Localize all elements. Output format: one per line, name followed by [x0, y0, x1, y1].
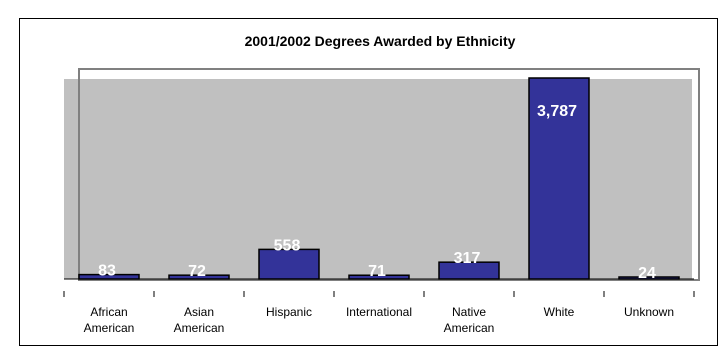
data-label-6: 24	[638, 265, 656, 282]
bar-5	[528, 77, 590, 280]
category-label-line: American	[174, 321, 225, 335]
category-label-5: White	[544, 305, 575, 319]
category-label-line: White	[544, 305, 575, 319]
category-label-line: American	[444, 321, 495, 335]
data-label-1: 72	[188, 263, 206, 280]
category-label-0: African American	[84, 305, 135, 335]
category-label-line: American	[84, 321, 135, 335]
category-label-line: Asian	[184, 305, 214, 319]
category-label-2: Hispanic	[266, 305, 312, 319]
category-label-line: Hispanic	[266, 305, 312, 319]
plot-border	[78, 68, 700, 281]
category-label-3: International	[346, 305, 412, 319]
category-label-4: Native American	[444, 305, 495, 335]
data-label-3: 71	[368, 263, 386, 280]
data-label-0: 83	[98, 263, 116, 280]
data-label-5: 3,787	[537, 103, 577, 120]
bar-2	[258, 248, 320, 280]
data-labels-group: 83 72 558 71 317 3,787 24	[98, 103, 656, 282]
data-label-4: 317	[454, 250, 481, 267]
chart-title: 2001/2002 Degrees Awarded by Ethnicity	[245, 33, 516, 49]
category-label-line: Native	[452, 305, 486, 319]
bars-group	[78, 77, 680, 280]
category-label-line: African	[90, 305, 127, 319]
x-axis: African American Asian American Hispanic Inte…	[63, 278, 695, 335]
category-label-line: Unknown	[624, 305, 674, 319]
category-label-1: Asian American	[174, 305, 225, 335]
data-label-2: 558	[274, 237, 301, 254]
plot-area	[64, 79, 692, 279]
category-label-line: International	[346, 305, 412, 319]
category-label-6: Unknown	[624, 305, 674, 319]
